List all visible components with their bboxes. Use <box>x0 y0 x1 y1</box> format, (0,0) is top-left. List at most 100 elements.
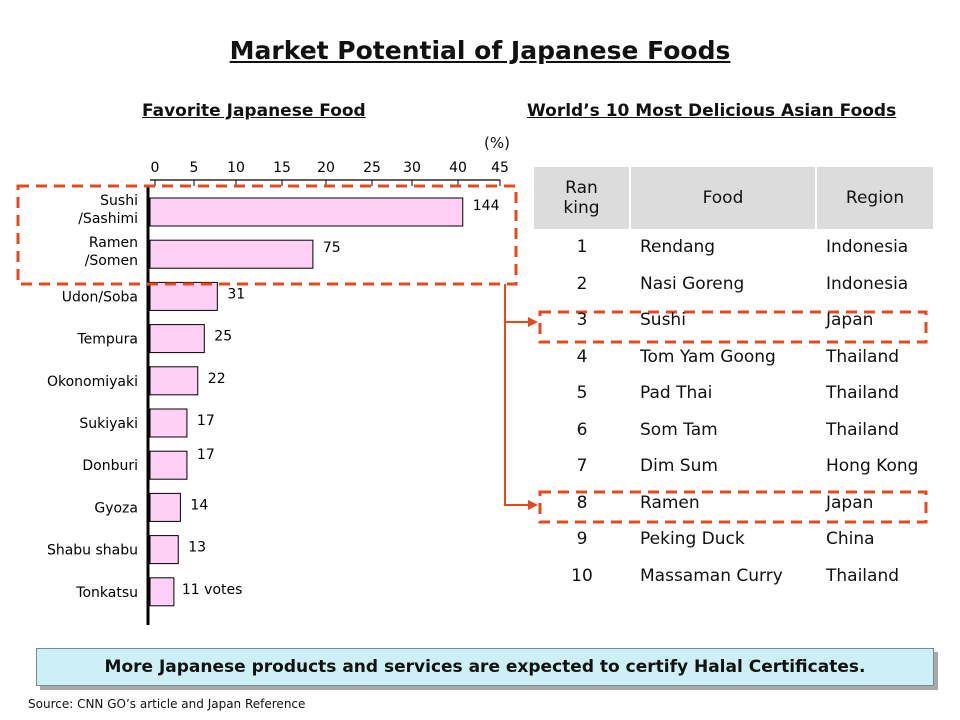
region-cell: Indonesia <box>826 237 909 258</box>
axis-tick-label: 0 <box>151 160 160 176</box>
connector-line-ramen <box>504 322 534 506</box>
bar <box>149 450 188 480</box>
table-row: 4 Tom Yam Goong Thailand <box>534 339 933 376</box>
axis-tick-label: 40 <box>449 160 467 176</box>
food-cell: Dim Sum <box>640 456 718 477</box>
region-cell: Thailand <box>826 383 900 404</box>
table-row: 1 Rendang Indonesia <box>534 229 933 266</box>
rank-cell: 7 <box>576 456 588 477</box>
data-label: 14 <box>190 497 208 513</box>
data-label: 17 <box>197 413 215 429</box>
data-label: 25 <box>214 329 232 345</box>
region-cell: Hong Kong <box>826 456 919 477</box>
bar <box>149 366 199 396</box>
food-cell: Ramen <box>640 492 700 513</box>
source-note: Source: CNN GO’s article and Japan Refer… <box>28 697 306 711</box>
axis-tick-label: 30 <box>403 160 421 176</box>
region-cell: Thailand <box>826 565 900 586</box>
table-row: 5 Pad Thai Thailand <box>534 375 933 412</box>
rank-cell: 5 <box>576 383 588 404</box>
category-label: Ramen <box>89 235 138 251</box>
rank-cell: 2 <box>576 273 588 294</box>
data-label: 13 <box>188 540 206 556</box>
region-cell: Thailand <box>826 346 900 367</box>
category-label: Udon/Soba <box>62 289 138 305</box>
highlight-box-ramen <box>538 490 928 524</box>
conclusion-banner: More Japanese products and services are … <box>36 648 934 686</box>
food-cell: Massaman Curry <box>640 565 783 586</box>
arrow-head-icon <box>528 500 538 510</box>
category-label: Shabu shabu <box>47 543 138 559</box>
axis-tick-label: 45 <box>491 160 509 176</box>
category-label: Tempura <box>76 332 138 348</box>
highlight-box-chart <box>16 184 518 286</box>
bar <box>149 239 314 269</box>
table-row: 10 Massaman Curry Thailand <box>534 558 933 595</box>
category-label: Sukiyaki <box>79 416 138 432</box>
bar <box>149 535 179 565</box>
arrow-head-icon <box>528 317 538 327</box>
bar <box>149 408 188 438</box>
food-cell: Som Tam <box>640 419 718 440</box>
rank-cell: 4 <box>576 346 588 367</box>
rank-cell: 6 <box>576 419 588 440</box>
header-rank-line: king <box>563 198 600 218</box>
region-cell: China <box>826 529 875 550</box>
region-cell: Indonesia <box>826 273 909 294</box>
table-row: 3 Sushi Japan <box>534 302 933 339</box>
ranking-table: Ran king Food Region 1 Rendang Indonesia 2 Na… <box>534 167 933 594</box>
header-food: Food <box>630 167 817 229</box>
axis-tick-label: 10 <box>227 160 245 176</box>
category-label: /Sashimi <box>78 211 138 227</box>
axis-tick-label: 15 <box>273 160 291 176</box>
category-label: Okonomiyaki <box>47 374 138 390</box>
header-rank: Ran king <box>534 167 631 229</box>
table-title: World’s 10 Most Delicious Asian Foods <box>527 101 897 121</box>
axis-tick-label: 5 <box>190 160 199 176</box>
data-label: 22 <box>208 371 226 387</box>
rank-cell: 9 <box>576 529 588 550</box>
food-cell: Pad Thai <box>640 383 713 404</box>
bar <box>149 324 205 354</box>
bar <box>149 197 464 227</box>
table-row: 8 Ramen Japan <box>534 485 933 522</box>
category-label: Gyoza <box>94 500 138 516</box>
axis-tick-label: 20 <box>317 160 335 176</box>
bar <box>149 281 218 311</box>
food-cell: Sushi <box>640 310 686 331</box>
data-label: 11 votes <box>182 582 243 598</box>
food-cell: Peking Duck <box>640 529 745 550</box>
table-row: 2 Nasi Goreng Indonesia <box>534 266 933 303</box>
data-label: 75 <box>323 240 341 256</box>
food-cell: Tom Yam Goong <box>640 346 776 367</box>
category-label: Sushi <box>100 193 138 209</box>
header-region: Region <box>816 167 933 229</box>
rank-cell: 8 <box>576 492 588 513</box>
bar-chart: 0 5 10 15 20 25 30 40 45144Sushi/Sashimi75Ramen/… <box>16 160 928 625</box>
data-label: 17 <box>197 447 215 463</box>
table-header-row: Ran king Food Region <box>534 167 933 229</box>
category-label: Tonkatsu <box>75 585 138 601</box>
food-cell: Rendang <box>640 237 716 258</box>
unit-label: (%) <box>484 134 510 152</box>
axis-tick-label: 25 <box>363 160 381 176</box>
chart-title: Favorite Japanese Food <box>142 101 366 121</box>
rank-cell: 1 <box>576 237 588 258</box>
food-cell: Nasi Goreng <box>640 273 745 294</box>
connector-line-sushi <box>504 284 534 323</box>
category-label: Donburi <box>82 458 138 474</box>
header-rank-line: Ran <box>565 178 598 198</box>
table-row: 6 Som Tam Thailand <box>534 412 933 449</box>
category-label: /Somen <box>85 253 138 269</box>
region-cell: Thailand <box>826 419 900 440</box>
bar <box>149 492 181 522</box>
table-row: 9 Peking Duck China <box>534 521 933 558</box>
table-row: 7 Dim Sum Hong Kong <box>534 448 933 485</box>
data-label: 31 <box>227 286 245 302</box>
rank-cell: 3 <box>576 310 588 331</box>
highlight-box-sushi <box>538 310 928 344</box>
region-cell: Japan <box>826 492 874 513</box>
bar <box>149 577 175 607</box>
data-label: 144 <box>473 198 500 214</box>
region-cell: Japan <box>826 310 874 331</box>
